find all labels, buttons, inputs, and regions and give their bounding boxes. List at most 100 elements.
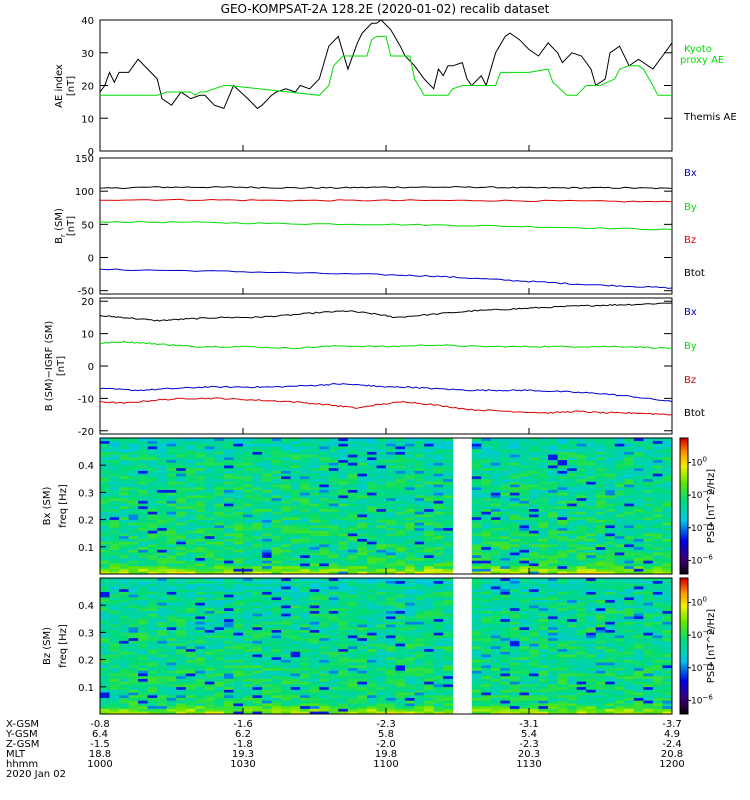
heatmap-cell [195,629,206,633]
heatmap-cell [309,675,320,679]
heatmap-cell [328,586,339,590]
heatmap-cell [166,495,177,499]
heatmap-cell [481,665,492,669]
heatmap-cell [147,571,158,575]
heatmap-cell [271,594,282,598]
heatmap-cell [595,495,606,499]
heatmap-cell [357,694,368,698]
heatmap-cell [652,476,663,480]
heatmap-cell [529,516,539,520]
heatmap-cell [204,533,215,537]
heatmap-cell [100,640,110,644]
heatmap-cell [309,443,320,447]
heatmap-cell [652,506,663,510]
heatmap-cell [328,711,339,715]
heatmap-cell [586,489,597,493]
heatmap-cell [233,489,244,493]
heatmap-cell [128,659,139,663]
heatmap-cell [347,554,358,558]
heatmap-cell [519,522,530,526]
heatmap-cell [109,462,120,466]
heatmap-cell [195,646,206,650]
heatmap-cell [405,552,415,556]
heatmap-cell [652,454,663,458]
heatmap-cell [338,602,349,606]
heatmap-cell [119,486,129,490]
heatmap-cell [567,514,578,518]
heatmap-cell [376,563,387,567]
heatmap-cell [185,506,196,510]
heatmap-cell [576,568,587,572]
heatmap-cell [338,465,349,469]
heatmap-cell [509,522,520,526]
heatmap-cell [185,675,196,679]
heatmap-cell [176,632,187,636]
heatmap-cell [185,618,196,622]
heatmap-cell [166,541,177,545]
heatmap-cell [357,446,368,450]
heatmap-cell [481,459,492,463]
heatmap-cell [319,519,330,523]
heatmap-cell [223,568,234,572]
heatmap-cell [157,586,168,590]
heatmap-cell [281,583,292,587]
heatmap-cell [319,500,330,504]
heatmap-cell [290,708,301,712]
heatmap-cell [185,610,196,614]
heatmap-cell [414,711,425,715]
heatmap-cell [347,443,358,447]
heatmap-cell [243,473,253,477]
heatmap-cell [481,530,492,534]
heatmap-cell [176,462,187,466]
heatmap-cell [119,675,129,679]
heatmap-cell [300,648,311,652]
heatmap-cell [386,616,396,620]
heatmap-cell [481,514,492,518]
heatmap-cell [319,560,330,564]
heatmap-cell [195,586,206,590]
heatmap-cell [252,591,263,595]
heatmap-cell [405,597,415,601]
heatmap-cell [357,470,368,474]
heatmap-cell [195,448,206,452]
heatmap-cell [490,457,501,461]
heatmap-cell [100,478,110,482]
heatmap-cell [262,525,272,529]
heatmap-cell [252,665,263,669]
heatmap-cell [319,694,330,698]
heatmap-cell [347,503,358,507]
heatmap-cell [347,640,358,644]
heatmap-cell [586,467,597,471]
heatmap-cell [262,613,272,617]
colorbar-band [680,510,688,514]
heatmap-cell [624,522,635,526]
heatmap-cell [433,478,444,482]
heatmap-cell [281,594,292,598]
heatmap-cell [176,599,187,603]
heatmap-cell [309,681,320,685]
heatmap-cell [414,565,425,569]
heatmap-cell [414,700,425,704]
heatmap-cell [262,705,272,709]
heatmap-cell [548,557,558,561]
heatmap-cell [471,535,482,539]
heatmap-cell [300,654,311,658]
heatmap-cell [481,711,492,715]
heatmap-cell [481,673,492,677]
heatmap-cell [147,580,158,584]
heatmap-cell [576,470,587,474]
heatmap-cell [128,535,139,539]
heatmap-cell [481,560,492,564]
heatmap-cell [557,533,568,537]
heatmap-cell [119,544,129,548]
heatmap-cell [605,457,616,461]
heatmap-cell [471,588,482,592]
heatmap-cell [443,667,454,671]
heatmap-cell [414,651,425,655]
heatmap-cell [490,516,501,520]
heatmap-cell [252,478,263,482]
heatmap-cell [614,533,625,537]
heatmap-cell [548,446,558,450]
heatmap-cell [424,654,435,658]
heatmap-cell [643,459,654,463]
